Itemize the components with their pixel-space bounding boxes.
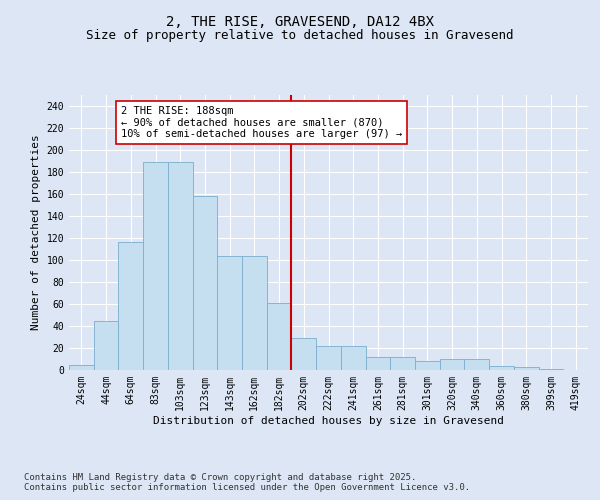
X-axis label: Distribution of detached houses by size in Gravesend: Distribution of detached houses by size …: [153, 416, 504, 426]
Y-axis label: Number of detached properties: Number of detached properties: [31, 134, 41, 330]
Bar: [217, 256, 242, 370]
Text: 2, THE RISE, GRAVESEND, DA12 4BX: 2, THE RISE, GRAVESEND, DA12 4BX: [166, 16, 434, 30]
Text: Contains HM Land Registry data © Crown copyright and database right 2025.
Contai: Contains HM Land Registry data © Crown c…: [24, 472, 470, 492]
Bar: [440, 359, 464, 370]
Bar: [118, 242, 143, 370]
Bar: [464, 359, 489, 370]
Bar: [292, 338, 316, 370]
Bar: [267, 303, 292, 370]
Bar: [69, 364, 94, 370]
Bar: [514, 366, 539, 370]
Text: Size of property relative to detached houses in Gravesend: Size of property relative to detached ho…: [86, 28, 514, 42]
Bar: [143, 162, 168, 370]
Bar: [415, 361, 440, 370]
Bar: [316, 346, 341, 370]
Bar: [193, 196, 217, 370]
Bar: [539, 369, 563, 370]
Bar: [168, 162, 193, 370]
Text: 2 THE RISE: 188sqm
← 90% of detached houses are smaller (870)
10% of semi-detach: 2 THE RISE: 188sqm ← 90% of detached hou…: [121, 106, 402, 139]
Bar: [489, 366, 514, 370]
Bar: [94, 320, 118, 370]
Bar: [341, 346, 365, 370]
Bar: [242, 256, 267, 370]
Bar: [365, 357, 390, 370]
Bar: [390, 357, 415, 370]
